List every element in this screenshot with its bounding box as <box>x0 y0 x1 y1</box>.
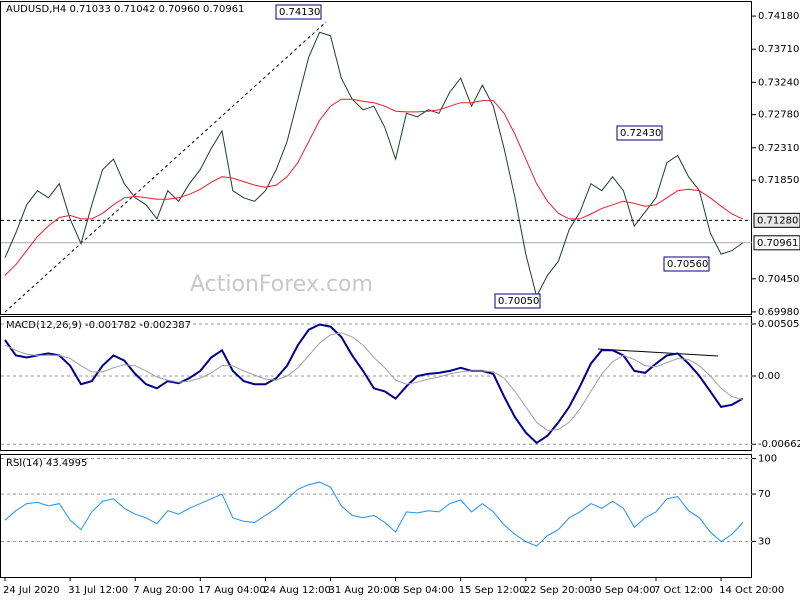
y-tick-label: 0.73710 <box>758 44 799 55</box>
price-panel <box>0 1 752 315</box>
x-tick-label: 15 Sep 12:00 <box>459 585 526 596</box>
price-level-label: 0.71280 <box>757 215 798 226</box>
x-tick-label: 31 Jul 12:00 <box>68 585 128 596</box>
annotation-box <box>663 256 710 272</box>
annotation-box <box>616 125 663 141</box>
x-tick-label: 24 Jul 2020 <box>3 585 60 596</box>
annotation: 0.70050 <box>498 296 539 307</box>
y-tick-label: -0.006629 <box>758 439 800 450</box>
price-level-box <box>753 212 800 228</box>
x-tick-label: 17 Aug 04:00 <box>198 585 265 596</box>
y-tick-label: 0.70450 <box>758 274 799 285</box>
x-tick-label: 24 Aug 12:00 <box>263 585 330 596</box>
price-title: AUDUSD,H4 0.71033 0.71042 0.70960 0.7096… <box>6 4 244 15</box>
annotation: 0.70560 <box>667 259 708 270</box>
annotation: 0.72430 <box>620 128 661 139</box>
macd-divergence-line <box>597 348 719 357</box>
x-tick-label: 7 Oct 12:00 <box>654 585 713 596</box>
y-tick-label: 30 <box>758 536 771 547</box>
annotation: 0.74130 <box>279 7 320 18</box>
y-tick-label: 0.00 <box>758 371 780 382</box>
macd-panel <box>0 316 752 451</box>
x-tick-label: 22 Sep 20:00 <box>524 585 591 596</box>
series-line <box>4 481 744 547</box>
rsi-title: RSI(14) 43.4995 <box>6 458 87 469</box>
series-line <box>4 332 743 432</box>
annotation-box <box>275 4 322 20</box>
watermark: ActionForex.com <box>190 272 373 297</box>
series-line <box>4 98 744 276</box>
price-level-box <box>753 235 800 251</box>
rsi-panel <box>0 454 752 578</box>
x-tick-label: 7 Aug 20:00 <box>133 585 194 596</box>
annotation-box <box>494 293 541 309</box>
y-tick-label: 0.72310 <box>758 143 799 154</box>
y-tick-label: 0.005052 <box>758 319 800 330</box>
x-tick-label: 30 Sep 04:00 <box>589 585 656 596</box>
trend-line <box>4 21 327 313</box>
x-tick-label: 14 Oct 20:00 <box>719 585 784 596</box>
y-tick-label: 0.72780 <box>758 110 799 121</box>
macd-title: MACD(12,26,9) -0.001782 -0.002387 <box>6 320 191 331</box>
x-tick-label: 31 Aug 20:00 <box>329 585 396 596</box>
x-tick-label: 8 Sep 04:00 <box>394 585 454 596</box>
series-line <box>4 31 744 298</box>
y-tick-label: 0.69980 <box>758 307 799 318</box>
y-tick-label: 70 <box>758 489 771 500</box>
y-tick-label: 0.74180 <box>758 11 799 22</box>
y-tick-label: 0.71850 <box>758 175 799 186</box>
y-tick-label: 0.73240 <box>758 77 799 88</box>
y-tick-label: 100 <box>758 454 777 465</box>
price-level-label: 0.70961 <box>757 238 798 249</box>
